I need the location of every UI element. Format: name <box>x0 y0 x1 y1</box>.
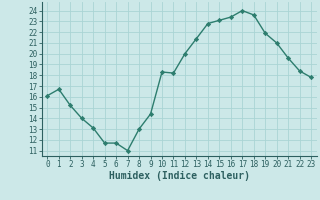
X-axis label: Humidex (Indice chaleur): Humidex (Indice chaleur) <box>109 171 250 181</box>
